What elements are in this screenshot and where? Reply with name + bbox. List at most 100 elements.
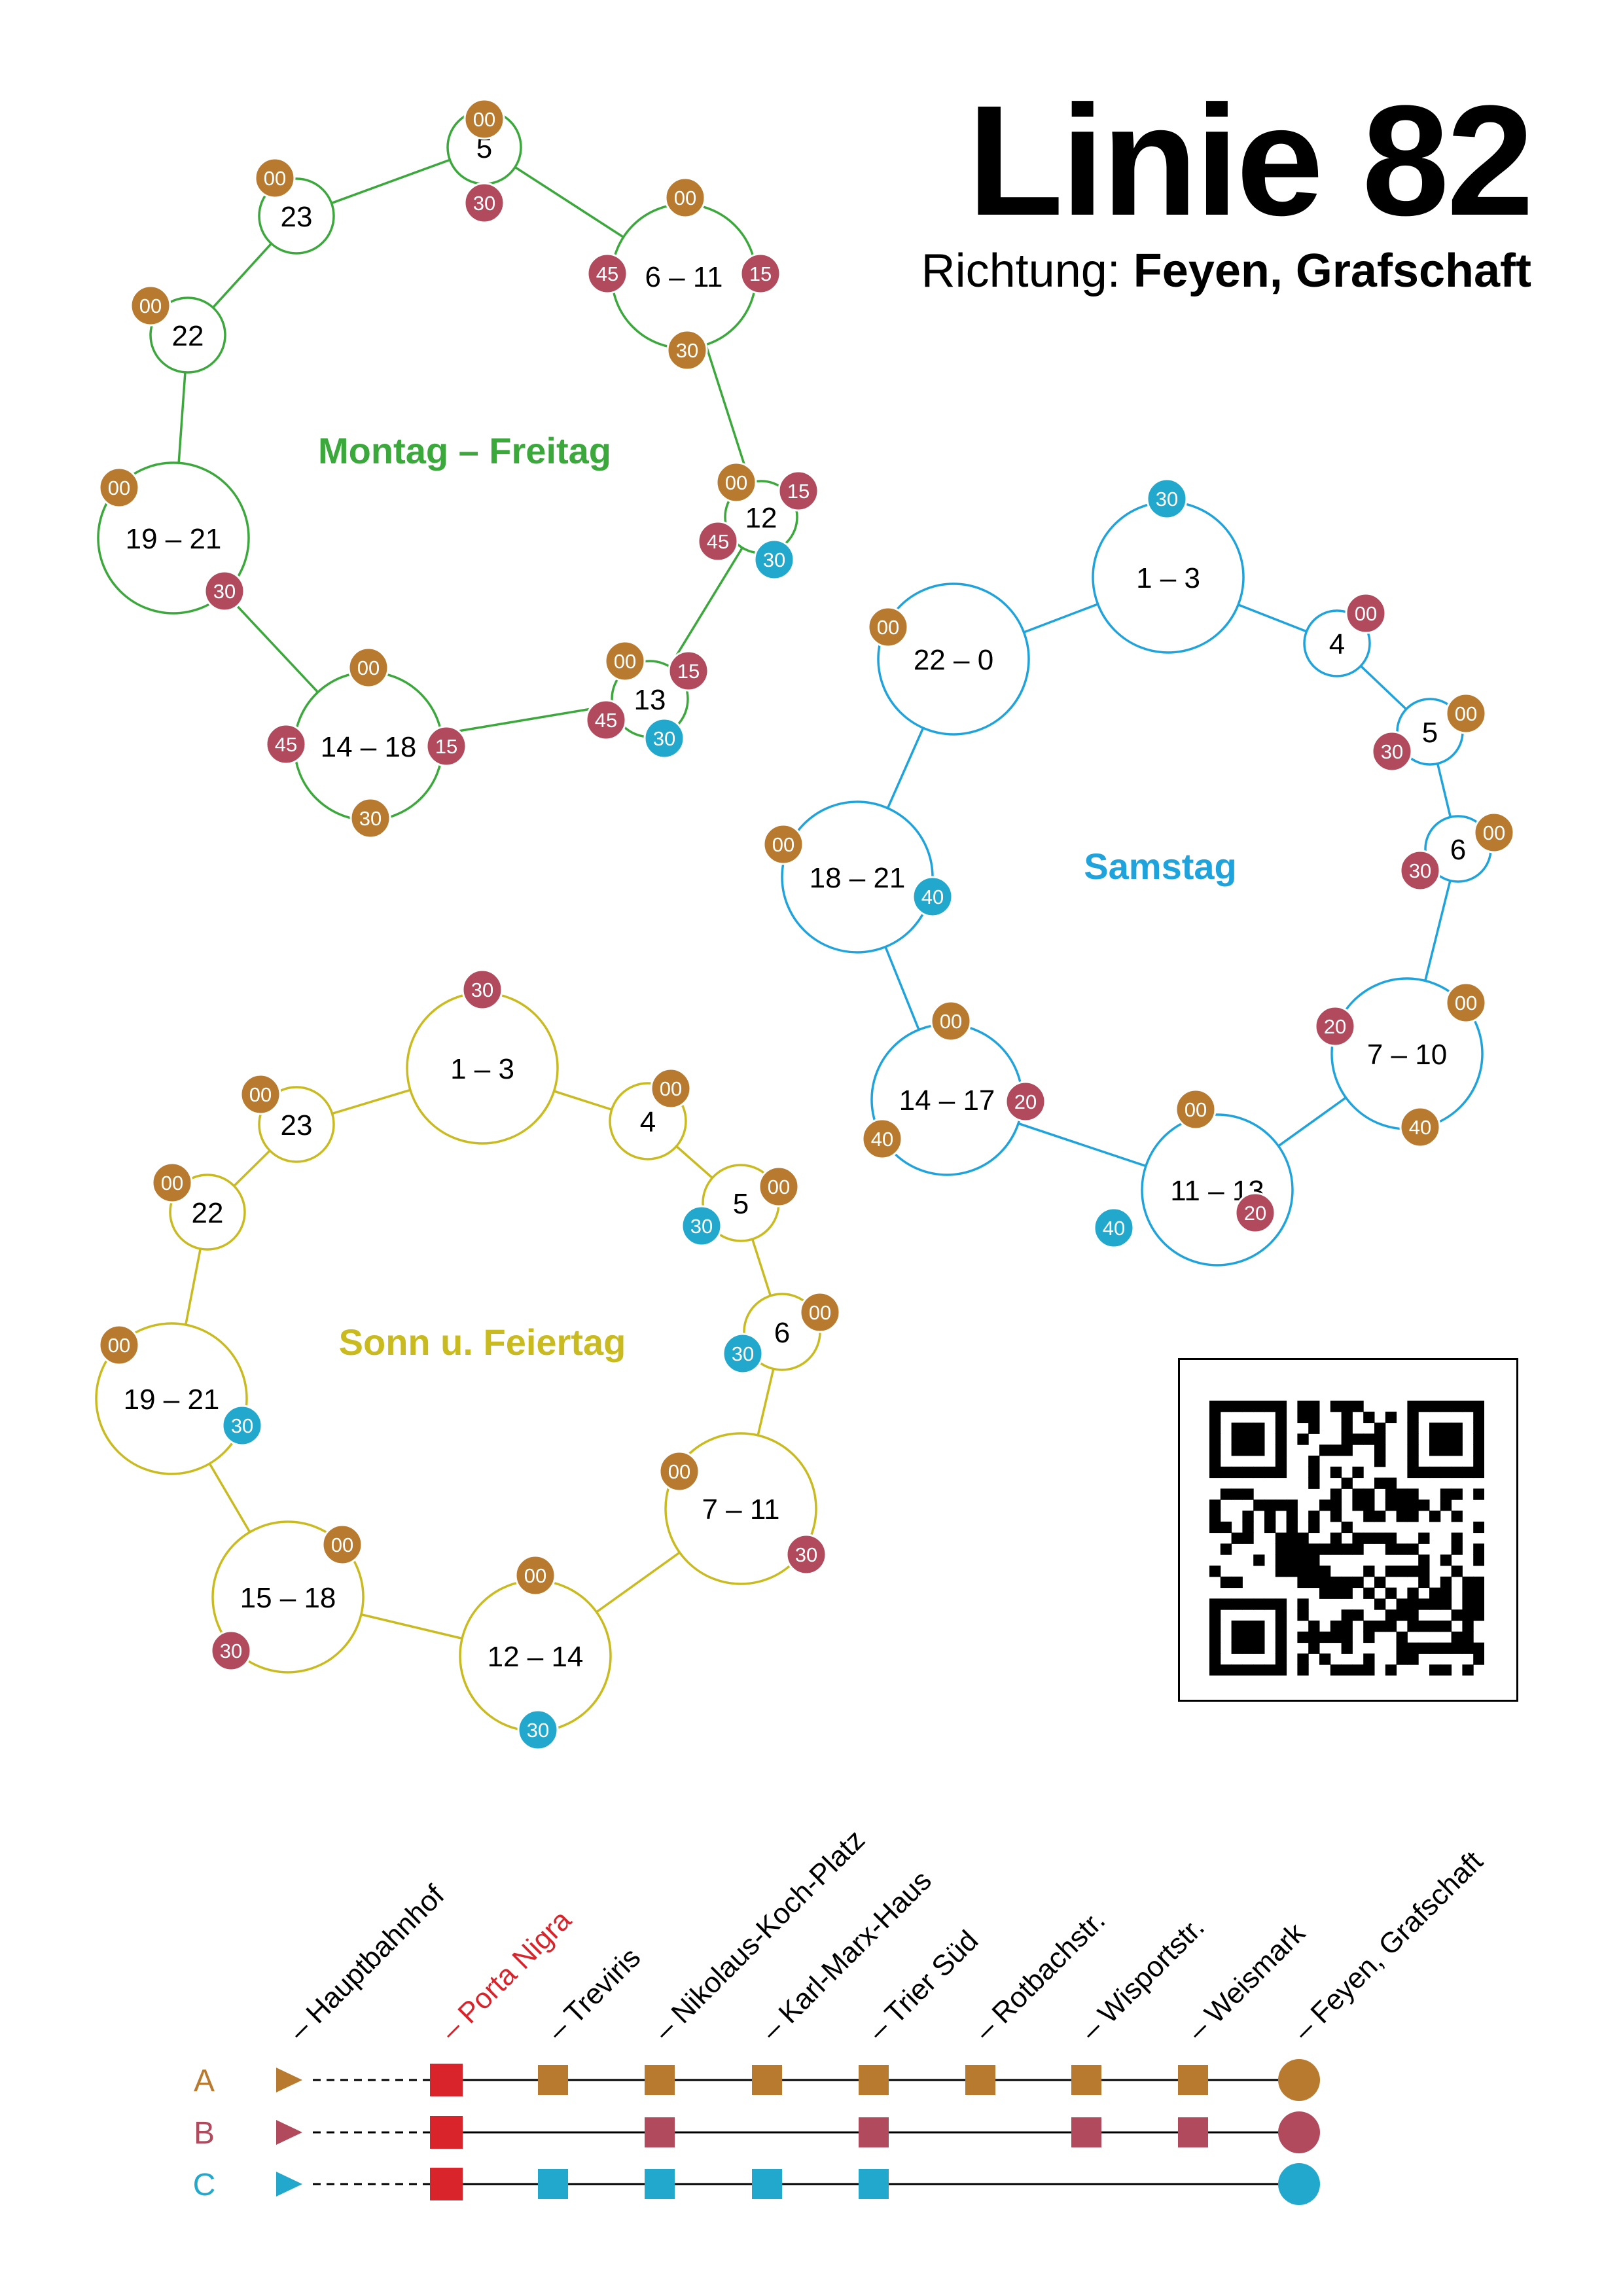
stop-marker: [859, 2117, 889, 2147]
minute-badge: [204, 570, 245, 612]
minute-badge: [681, 1205, 722, 1247]
minute-label: 00: [331, 1534, 353, 1556]
minute-label: 15: [435, 735, 457, 758]
minute-badge: [461, 969, 503, 1011]
minute-badge: [151, 1162, 193, 1204]
minute-badge: [722, 1333, 764, 1374]
minute-label: 40: [921, 886, 944, 908]
minute-badge: [715, 461, 757, 503]
variant-label: B: [194, 2116, 215, 2151]
minute-badge: [1371, 730, 1413, 772]
minute-badge: [1093, 1207, 1135, 1249]
variant-label: A: [194, 2064, 215, 2098]
minute-badge: [1399, 1106, 1441, 1148]
minute-label: 00: [668, 1460, 690, 1483]
stop-marker: [645, 2169, 675, 2199]
minute-label: 30: [359, 807, 382, 830]
minute-badge: [740, 253, 781, 295]
hour-label: 15 – 18: [240, 1582, 336, 1614]
stop-name: – Nikolaus-Koch-Platz: [648, 1823, 871, 2047]
minute-label: 00: [264, 167, 286, 190]
stop-marker: [859, 2169, 889, 2199]
stop-marker: [752, 2065, 782, 2095]
minute-label: 30: [220, 1640, 242, 1662]
minute-badge: [210, 1630, 252, 1672]
hour-label: 19 – 21: [126, 523, 222, 555]
minute-badge: [758, 1166, 800, 1208]
minute-badge: [517, 1709, 559, 1751]
hour-circle: [149, 296, 226, 374]
hour-label: 23: [281, 1109, 313, 1141]
minute-badge: [668, 650, 709, 692]
stop-marker: [538, 2169, 568, 2199]
minute-label: 30: [473, 192, 495, 215]
minute-label: 00: [660, 1077, 682, 1100]
minute-badge: [912, 876, 954, 918]
minute-label: 30: [231, 1414, 253, 1437]
hour-label: 22: [172, 320, 204, 352]
hour-label: 4: [640, 1106, 656, 1138]
hour-circle: [95, 1322, 248, 1475]
hour-label: 13: [634, 684, 666, 716]
minute-badge: [321, 1524, 363, 1566]
minute-label: 00: [108, 476, 130, 499]
qr-code-box[interactable]: [1178, 1358, 1518, 1702]
minute-label: 00: [940, 1010, 962, 1033]
minute-badge: [1005, 1081, 1046, 1122]
minute-badge: [1399, 850, 1441, 891]
minute-label: 00: [108, 1334, 130, 1357]
minute-label: 00: [809, 1301, 831, 1324]
stop-name: – Hauptbahnhof: [283, 1878, 451, 2047]
minute-label: 20: [1014, 1090, 1037, 1113]
minute-badge: [349, 797, 391, 839]
route-diagram: ABC– Hauptbahnhof– Porta Nigra– Treviris…: [193, 1823, 1489, 2205]
minute-label: 00: [674, 187, 696, 209]
direction: Richtung: Feyen, Grafschaft: [921, 247, 1531, 295]
terminus-marker: [1278, 2111, 1320, 2153]
minute-label: 15: [787, 480, 810, 503]
stop-marker: [1178, 2117, 1208, 2147]
minute-badge: [799, 1291, 841, 1333]
stop-marker: [430, 2116, 463, 2149]
minute-badge: [1234, 1192, 1276, 1234]
minute-badge: [98, 1324, 140, 1366]
minute-badge: [1175, 1088, 1217, 1130]
hour-circle: [211, 1520, 365, 1674]
minute-badge: [604, 640, 646, 682]
minute-badge: [643, 717, 685, 759]
minute-badge: [697, 520, 739, 562]
minute-label: 00: [1455, 992, 1477, 1014]
minute-label: 30: [1156, 488, 1178, 511]
minute-badge: [585, 699, 627, 741]
minute-badge: [221, 1405, 263, 1446]
hour-label: 6 – 11: [645, 261, 722, 293]
minute-badge: [930, 1000, 972, 1042]
stop-marker: [430, 2064, 463, 2096]
hour-label: 7 – 11: [702, 1494, 779, 1526]
minute-badge: [240, 1073, 281, 1115]
minute-badge: [463, 182, 505, 224]
minute-label: 00: [1455, 702, 1477, 725]
stop-marker: [859, 2065, 889, 2095]
hour-circle: [258, 1086, 335, 1163]
minute-label: 30: [690, 1215, 713, 1238]
hour-label: 23: [281, 201, 313, 233]
stop-marker: [538, 2065, 568, 2095]
hour-label: 22 – 0: [914, 644, 993, 676]
minute-label: 30: [732, 1342, 754, 1365]
minute-badge: [254, 157, 296, 199]
minute-label: 00: [614, 650, 636, 673]
minute-label: 00: [1185, 1098, 1207, 1121]
minute-badge: [586, 253, 628, 295]
minute-label: 40: [1409, 1116, 1431, 1139]
schedule-title-saturday: Samstag: [1084, 846, 1236, 887]
minute-label: 00: [524, 1564, 546, 1587]
minute-badge: [1146, 478, 1188, 520]
hour-label: 5: [1422, 717, 1438, 749]
line-title: Linie 82: [967, 73, 1534, 248]
minute-badge: [348, 647, 389, 689]
variant-label: C: [193, 2168, 216, 2202]
